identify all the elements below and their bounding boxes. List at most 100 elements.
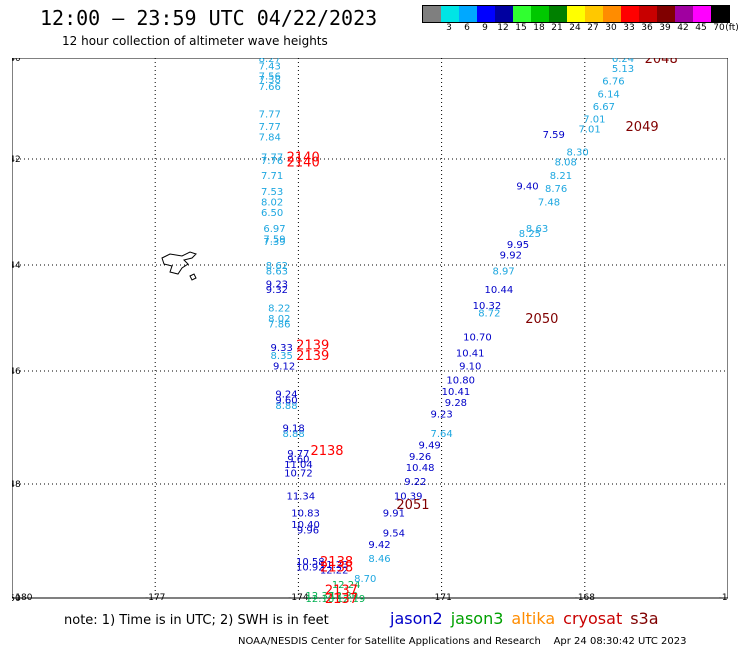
- wave-height-value: 12.30: [329, 591, 358, 602]
- wave-height-value: 9.33: [271, 343, 293, 354]
- pass-label: 2049: [626, 120, 659, 135]
- satellite-legend-item: altika: [511, 609, 556, 628]
- satellite-legend-item: jason3: [450, 609, 504, 628]
- wave-height-value: 7.48: [538, 197, 560, 208]
- color-scale-tick: 9: [482, 23, 488, 33]
- note-text: note: 1) Time is in UTC; 2) SWH is in fe…: [64, 613, 329, 628]
- wave-height-value: 10.41: [456, 348, 485, 359]
- pass-label: 2138: [320, 561, 353, 576]
- color-scale-tick: 6: [464, 23, 470, 33]
- wave-height-value: 9.42: [368, 540, 390, 551]
- wave-height-value: 8.88: [275, 401, 297, 412]
- pass-label: 2139: [296, 349, 329, 364]
- color-swatch: [567, 6, 585, 22]
- color-scale-bar: [422, 5, 730, 23]
- wave-height-value: 7.77: [259, 122, 281, 133]
- wave-height-value: 10.80: [446, 375, 475, 386]
- pass-label: 2140: [287, 150, 320, 165]
- wave-height-value: 8.88: [282, 429, 304, 440]
- wave-height-value: 8.22: [268, 303, 290, 314]
- wave-height-value: 8.35: [271, 351, 293, 362]
- wave-height-value: 11.23: [320, 560, 349, 571]
- lat-axis-label: -42: [12, 155, 21, 165]
- wave-height-value: 7.56: [259, 72, 281, 83]
- wave-height-value: 7.77: [259, 110, 281, 121]
- color-scale-tick: 36: [641, 23, 653, 33]
- wave-height-value: 10.48: [406, 463, 435, 474]
- color-swatch: [441, 6, 459, 22]
- wave-height-value: 7.59: [263, 235, 285, 246]
- wave-height-value: 9.23: [266, 280, 288, 291]
- wave-height-value: 8.08: [555, 158, 577, 169]
- wave-height-value: 7.71: [261, 171, 283, 182]
- map-frame: [12, 58, 728, 599]
- wave-height-value: 7.53: [261, 187, 283, 198]
- wave-height-value: 8.27: [259, 58, 281, 65]
- wave-height-value: 6.50: [261, 208, 283, 219]
- lat-axis-label: -44: [12, 261, 21, 271]
- lon-axis-label: -180: [12, 593, 33, 603]
- color-swatch: [423, 6, 441, 22]
- wave-height-value: 8.76: [545, 184, 567, 195]
- wave-height-value: 12.18: [306, 594, 335, 603]
- lon-axis-label: -168: [575, 593, 596, 603]
- wave-height-value: 9.22: [404, 477, 426, 488]
- wave-height-value: 9.92: [500, 250, 522, 261]
- pass-label: 2051: [396, 498, 429, 513]
- color-swatch: [603, 6, 621, 22]
- pass-label: 2137: [325, 592, 358, 603]
- color-swatch: [549, 6, 567, 22]
- wave-height-value: 9.54: [383, 528, 405, 539]
- lon-axis-label: -16: [719, 593, 728, 603]
- wave-height-value: 5.13: [612, 64, 634, 75]
- wave-height-value: 9.28: [445, 398, 467, 409]
- satellite-legend-item: cryosat: [563, 609, 623, 628]
- island-outline: [189, 273, 197, 281]
- color-swatch: [675, 6, 693, 22]
- wave-height-value: 8.63: [266, 266, 288, 277]
- wave-height-value: 6.24: [612, 58, 634, 65]
- wave-height-value: 8.46: [368, 554, 390, 565]
- wave-height-value: 10.39: [394, 491, 423, 502]
- color-scale-tick: 21: [551, 23, 563, 33]
- lat-axis-label: -46: [12, 367, 21, 377]
- wave-height-value: 9.95: [507, 240, 529, 251]
- wave-height-value: 7.86: [268, 319, 290, 330]
- wave-height-value: 12.24: [332, 580, 361, 591]
- wave-height-value: 9.49: [419, 440, 441, 451]
- wave-height-value: 8.63: [526, 224, 548, 235]
- wave-height-value: 12.22: [320, 566, 349, 577]
- lon-axis-label: -177: [145, 593, 165, 603]
- wave-height-value: 9.91: [383, 509, 405, 520]
- color-swatch: [693, 6, 711, 22]
- color-scale-tick: 12: [497, 23, 509, 33]
- color-scale-tick: 15: [515, 23, 527, 33]
- wave-height-value: 10.72: [284, 469, 313, 480]
- wave-height-value: 9.60: [287, 455, 309, 466]
- wave-height-value: 9.32: [266, 285, 288, 296]
- wave-height-value: 7.76: [261, 156, 283, 167]
- wave-height-value: 7.43: [259, 62, 281, 73]
- wave-height-value: 7.38: [259, 75, 281, 86]
- wave-height-value: 9.23: [430, 409, 452, 420]
- color-swatch: [621, 6, 639, 22]
- wave-height-value: 8.70: [354, 574, 376, 585]
- wave-height-value: 10.92: [296, 563, 325, 574]
- wave-height-value: 8.21: [550, 171, 572, 182]
- wave-height-value: 9.24: [275, 390, 297, 401]
- color-scale-unit: (ft): [725, 23, 739, 33]
- wave-height-value: 10.70: [463, 333, 492, 344]
- pass-label: 2050: [525, 312, 558, 327]
- map-subtitle: 12 hour collection of altimeter wave hei…: [62, 34, 328, 48]
- wave-height-value: 9.60: [275, 395, 297, 406]
- wave-height-value: 10.41: [442, 387, 471, 398]
- color-swatch: [513, 6, 531, 22]
- color-swatch: [639, 6, 657, 22]
- wave-height-value: 12.19: [337, 594, 366, 603]
- color-scale-tick: 27: [587, 23, 599, 33]
- lat-axis-label: -40: [12, 58, 21, 64]
- wave-height-value: 12.37: [306, 591, 335, 602]
- color-swatch: [531, 6, 549, 22]
- wave-height-value: 9.12: [273, 362, 295, 373]
- pass-label: 2139: [296, 339, 329, 354]
